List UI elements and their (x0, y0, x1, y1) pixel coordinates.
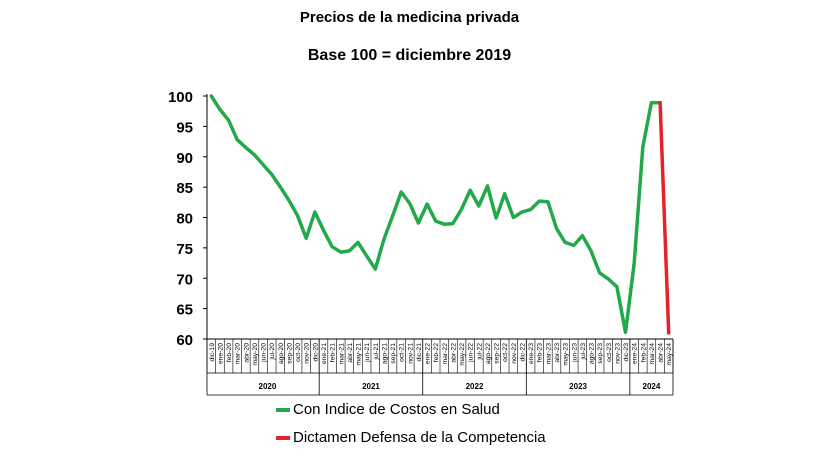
x-tick-label: oct-21 (399, 343, 406, 362)
x-tick-label: feb-21 (330, 343, 337, 362)
legend-item-dictamen: Dictamen Defensa de la Competencia (276, 429, 546, 446)
x-tick-label: jun-23 (571, 343, 578, 363)
x-tick-label: mar-20 (235, 343, 242, 365)
x-tick-label: jun-21 (364, 343, 371, 363)
x-tick-label: jul-20 (269, 343, 276, 361)
x-tick-label: nov-21 (407, 343, 414, 364)
year-label: 2022 (466, 382, 484, 391)
y-tick-label: 70 (176, 271, 193, 288)
x-tick-label: sep-22 (494, 343, 501, 364)
x-tick-label: dic-21 (416, 343, 423, 362)
x-tick-label: abr-20 (243, 343, 250, 363)
y-tick-label: 100 (168, 89, 193, 106)
x-tick-label: ago-20 (278, 343, 285, 364)
x-tick-label: ene-21 (321, 343, 328, 364)
x-tick-label: mar-21 (338, 343, 345, 365)
x-tick-label: may-21 (356, 343, 363, 366)
x-tick-label: jun-20 (261, 343, 268, 363)
x-tick-label: dic-19 (209, 343, 216, 362)
x-tick-label: nov-22 (511, 343, 518, 364)
x-tick-label: feb-22 (433, 343, 440, 362)
x-tick-label: jul-21 (373, 343, 380, 361)
x-tick-label: dic-23 (623, 343, 630, 362)
x-tick-label: ago-21 (381, 343, 388, 364)
chart-title: Precios de la medicina privada (299, 9, 520, 26)
x-tick-label: ene-23 (528, 343, 535, 364)
chart-subtitle: Base 100 = diciembre 2019 (307, 47, 512, 64)
x-tick-label: nov-23 (614, 343, 621, 364)
x-tick-label: may-23 (563, 343, 570, 366)
x-tick-label: abr-23 (554, 343, 561, 363)
x-tick-label: ago-22 (485, 343, 492, 364)
x-tick-label: abr-22 (450, 343, 457, 363)
x-tick-label: nov-20 (304, 343, 311, 364)
x-tick-label: dic-22 (519, 343, 526, 362)
y-tick-label: 65 (176, 302, 193, 319)
x-tick-label: sep-20 (286, 343, 293, 364)
x-tick-label: feb-23 (537, 343, 544, 362)
x-tick-label: may-24 (666, 343, 673, 366)
x-tick-label: may-22 (459, 343, 466, 366)
year-label: 2021 (362, 382, 380, 391)
legend-label-dictamen: Dictamen Defensa de la Competencia (293, 429, 546, 446)
x-tick-label: abr-24 (658, 343, 665, 363)
x-tick-label: dic-20 (312, 343, 319, 362)
y-tick-label: 90 (176, 150, 193, 167)
x-tick-label: ago-23 (589, 343, 596, 364)
year-label: 2024 (643, 382, 661, 391)
year-label: 2023 (569, 382, 587, 391)
series-line-dictamen (658, 100, 671, 335)
legend-swatch-red (276, 435, 290, 440)
x-tick-label: mar-22 (442, 343, 449, 365)
x-tick-label: mar-24 (649, 343, 656, 365)
x-tick-label: ene-24 (632, 343, 639, 364)
x-tick-label: feb-24 (640, 343, 647, 362)
y-tick-label: 95 (176, 119, 193, 136)
x-tick-label: jul-23 (580, 343, 587, 361)
x-tick-label: sep-21 (390, 343, 397, 364)
x-tick-label: sep-23 (597, 343, 604, 364)
legend-label-indice: Con Indice de Costos en Salud (293, 401, 500, 418)
x-tick-label: ene-20 (217, 343, 224, 364)
x-tick-label: mar-23 (545, 343, 552, 365)
x-tick-label: ene-22 (425, 343, 432, 364)
x-tick-label: oct-22 (502, 343, 509, 362)
legend-item-indice: Con Indice de Costos en Salud (276, 401, 500, 418)
x-tick-label: oct-23 (606, 343, 613, 362)
x-tick-label: feb-20 (226, 343, 233, 362)
series-line-indice (209, 94, 662, 335)
y-tick-label: 85 (176, 180, 193, 197)
y-tick-label: 80 (176, 211, 193, 228)
y-tick-label: 60 (176, 332, 193, 349)
x-tick-label: may-20 (252, 343, 259, 366)
x-tick-label: oct-20 (295, 343, 302, 362)
x-tick-label: jul-22 (476, 343, 483, 361)
x-tick-label: abr-21 (347, 343, 354, 363)
y-tick-label: 75 (176, 241, 193, 258)
year-label: 2020 (259, 382, 277, 391)
x-tick-label: jun-22 (468, 343, 475, 363)
legend-swatch-green (276, 407, 290, 412)
